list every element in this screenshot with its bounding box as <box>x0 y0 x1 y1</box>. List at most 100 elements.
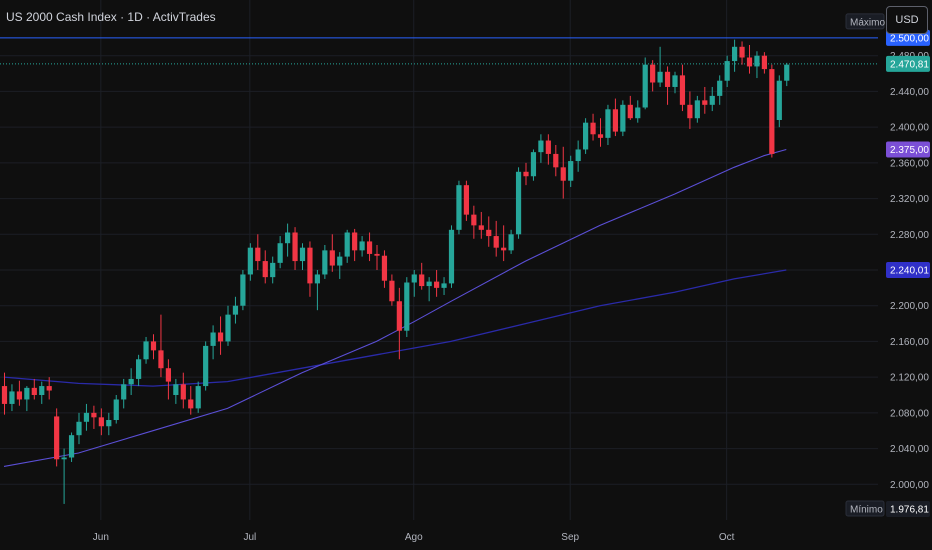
candle-body[interactable] <box>493 236 499 248</box>
candle-body[interactable] <box>106 420 112 427</box>
candle-body[interactable] <box>232 305 239 315</box>
candle-body[interactable] <box>322 250 328 275</box>
candle-body[interactable] <box>337 256 343 266</box>
candle-body[interactable] <box>434 281 440 288</box>
candle-body[interactable] <box>724 61 730 81</box>
candle-body[interactable] <box>448 229 455 284</box>
candle-body[interactable] <box>352 232 358 251</box>
candle-body[interactable] <box>24 387 30 400</box>
candle-body[interactable] <box>650 64 656 83</box>
candle-body[interactable] <box>754 55 760 67</box>
candle-body[interactable] <box>501 247 507 251</box>
candle-body[interactable] <box>411 274 417 283</box>
candle-body[interactable] <box>366 241 373 254</box>
candle-body[interactable] <box>404 282 410 331</box>
candle-body[interactable] <box>456 185 462 230</box>
candle-body[interactable] <box>165 368 171 382</box>
candle-body[interactable] <box>627 104 633 119</box>
candle-body[interactable] <box>9 391 15 404</box>
currency-button[interactable]: USD <box>886 6 928 34</box>
candle-body[interactable] <box>225 314 231 342</box>
candle-body[interactable] <box>508 234 514 251</box>
candle-body[interactable] <box>702 100 708 105</box>
candle-body[interactable] <box>329 250 335 266</box>
candle-body[interactable] <box>54 416 60 460</box>
candle-body[interactable] <box>635 107 641 119</box>
candle-body[interactable] <box>426 281 432 287</box>
candle-body[interactable] <box>83 412 90 422</box>
candle-body[interactable] <box>307 247 313 284</box>
candle-body[interactable] <box>478 225 484 230</box>
candle-body[interactable] <box>597 134 604 138</box>
candle-body[interactable] <box>515 171 522 235</box>
candle-body[interactable] <box>545 140 551 154</box>
candle-body[interactable] <box>374 253 380 256</box>
candle-body[interactable] <box>560 167 566 181</box>
candle-body[interactable] <box>776 80 782 120</box>
candle-body[interactable] <box>299 247 306 262</box>
candle-body[interactable] <box>136 359 142 379</box>
candle-body[interactable] <box>463 185 469 215</box>
candle-body[interactable] <box>195 386 201 409</box>
candle-body[interactable] <box>523 171 529 177</box>
candle-body[interactable] <box>605 109 611 138</box>
candle-body[interactable] <box>486 229 492 237</box>
candle-body[interactable] <box>188 399 194 409</box>
candle-body[interactable] <box>389 280 395 302</box>
candle-body[interactable] <box>739 46 745 58</box>
candle-body[interactable] <box>121 384 127 400</box>
candle-body[interactable] <box>16 391 22 400</box>
candle-body[interactable] <box>620 104 626 132</box>
candle-body[interactable] <box>31 387 37 395</box>
candle-body[interactable] <box>769 69 775 154</box>
candle-body[interactable] <box>285 232 291 244</box>
candle-body[interactable] <box>568 161 574 181</box>
candle-body[interactable] <box>575 149 581 162</box>
candle-body[interactable] <box>158 350 164 369</box>
candle-body[interactable] <box>784 64 790 81</box>
candle-body[interactable] <box>664 71 671 87</box>
candle-body[interactable] <box>76 421 82 436</box>
candle-body[interactable] <box>642 64 648 108</box>
candle-body[interactable] <box>98 417 104 427</box>
candle-body[interactable] <box>143 341 149 360</box>
candle-body[interactable] <box>203 345 209 387</box>
candle-body[interactable] <box>61 457 67 460</box>
candle-body[interactable] <box>590 122 596 135</box>
candle-body[interactable] <box>46 386 52 391</box>
candle-body[interactable] <box>240 274 246 306</box>
candle-body[interactable] <box>538 140 544 153</box>
candle-body[interactable] <box>128 378 134 385</box>
candle-body[interactable] <box>657 71 663 83</box>
candle-body[interactable] <box>113 399 119 420</box>
candle-body[interactable] <box>39 386 45 395</box>
candle-body[interactable] <box>679 75 686 105</box>
candle-body[interactable] <box>262 261 268 278</box>
candle-body[interactable] <box>583 122 589 150</box>
candle-body[interactable] <box>210 332 216 346</box>
candle-body[interactable] <box>173 384 179 395</box>
candle-body[interactable] <box>150 341 157 351</box>
candle-body[interactable] <box>277 243 283 263</box>
candle-body[interactable] <box>359 241 365 251</box>
candle-body[interactable] <box>732 46 738 62</box>
candle-body[interactable] <box>441 283 447 288</box>
candle-body[interactable] <box>270 262 276 278</box>
candle-body[interactable] <box>717 80 723 96</box>
candle-body[interactable] <box>247 247 253 275</box>
candle-body[interactable] <box>255 247 261 262</box>
candle-body[interactable] <box>761 55 767 70</box>
candle-body[interactable] <box>530 152 537 177</box>
candle-body[interactable] <box>344 232 350 257</box>
candle-body[interactable] <box>91 412 97 418</box>
candle-body[interactable] <box>419 274 425 287</box>
candle-body[interactable] <box>471 214 477 226</box>
candle-body[interactable] <box>1 386 8 404</box>
candle-body[interactable] <box>553 153 559 168</box>
candle-body[interactable] <box>314 274 320 284</box>
candle-body[interactable] <box>292 232 298 262</box>
candle-body[interactable] <box>396 301 402 331</box>
candle-body[interactable] <box>687 104 693 119</box>
candle-body[interactable] <box>612 109 618 132</box>
